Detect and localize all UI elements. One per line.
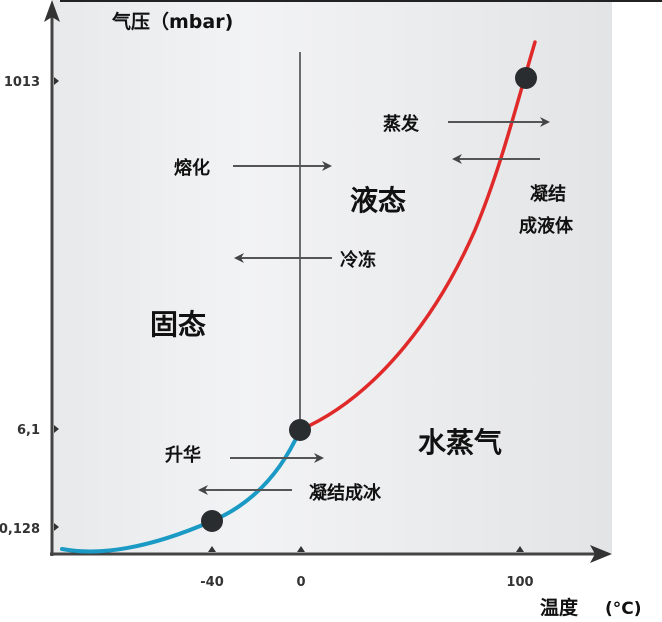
y-axis-arrow-icon	[44, 0, 60, 22]
label-melting: 熔化	[174, 157, 210, 179]
label-evaporation: 蒸发	[383, 113, 420, 135]
label-freezing: 冷冻	[340, 249, 376, 271]
x-tick-minus-40: -40	[200, 575, 224, 590]
x-axis-arrow-icon	[590, 545, 612, 563]
y-tick-1013: 1013	[4, 75, 40, 90]
label-sublimation: 升华	[165, 444, 201, 466]
region-solid: 固态	[150, 308, 206, 341]
x-axis-unit: (°C)	[605, 599, 642, 619]
y-tick-marker	[54, 523, 59, 531]
x-tick-marker	[208, 546, 216, 552]
y-tick-marker	[54, 425, 59, 433]
x-tick-marker	[297, 546, 305, 552]
label-deposition: 凝结成冰	[309, 482, 382, 504]
label-condensation-1: 凝结	[530, 183, 566, 205]
y-tick-marker	[54, 77, 59, 85]
triple-point	[289, 419, 311, 441]
y-tick-0-128: 0,128	[0, 522, 40, 537]
y-axis-title: 气压（mbar)	[111, 10, 233, 33]
x-tick-0: 0	[296, 575, 305, 590]
x-tick-100: 100	[506, 575, 533, 590]
region-vapor: 水蒸气	[418, 426, 502, 459]
top-border	[60, 0, 662, 2]
boiling-point	[515, 67, 537, 89]
y-tick-6-1: 6,1	[17, 423, 40, 438]
x-axis-title: 温度	[540, 596, 579, 619]
plot-area	[52, 0, 612, 553]
region-liquid: 液态	[350, 184, 406, 217]
x-tick-marker	[516, 546, 524, 552]
vaporization-curve	[298, 40, 537, 432]
label-condensation-2: 成液体	[519, 215, 574, 237]
point-minus40	[201, 510, 223, 532]
